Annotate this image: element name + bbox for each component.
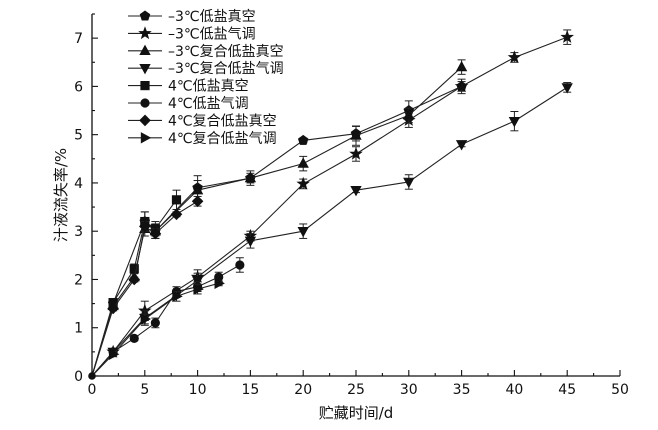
data-point: [455, 140, 468, 151]
legend-marker: [139, 10, 151, 21]
series-group: [88, 29, 574, 380]
series-2: [91, 29, 574, 377]
legend-item: –3℃复合低盐气调: [128, 60, 284, 77]
data-point: [150, 318, 160, 328]
data-point: [107, 302, 119, 315]
data-point: [244, 171, 257, 183]
legend-marker: [140, 98, 150, 108]
y-tick-label: 4: [74, 176, 83, 192]
legend-item: 4℃复合低盐真空: [128, 112, 277, 129]
legend-label: 4℃低盐真空: [168, 79, 249, 95]
y-tick-label: 3: [74, 224, 83, 240]
legend: –3℃低盐真空–3℃低盐气调–3℃复合低盐真空–3℃复合低盐气调4℃低盐真空4℃…: [128, 9, 284, 147]
data-point: [235, 260, 245, 270]
y-tick-label: 7: [74, 31, 83, 47]
data-point: [560, 30, 574, 43]
data-point: [403, 109, 415, 120]
data-point: [349, 146, 363, 160]
legend-item: –3℃低盐气调: [128, 26, 256, 42]
x-axis-title: 贮藏时间/d: [319, 404, 394, 422]
legend-label: 4℃复合低盐真空: [168, 112, 277, 129]
data-point: [403, 177, 415, 189]
data-point: [108, 348, 120, 360]
series-7: [91, 195, 204, 377]
x-tick-label: 25: [347, 382, 365, 398]
legend-marker: [140, 81, 150, 91]
series-line: [91, 86, 568, 377]
series-line: [91, 199, 177, 377]
legend-label: –3℃低盐气调: [168, 26, 256, 42]
y-axis-title: 汁液流失率/%: [52, 148, 70, 242]
series-8: [91, 277, 225, 377]
data-point: [350, 129, 362, 140]
series-line: [91, 85, 462, 377]
legend-item: –3℃复合低盐真空: [128, 43, 284, 60]
data-point: [214, 277, 225, 289]
x-tick-label: 45: [558, 382, 576, 398]
legend-item: 4℃低盐气调: [128, 96, 249, 112]
data-point: [171, 195, 182, 205]
data-point: [297, 134, 309, 145]
legend-label: 4℃复合低盐气调: [168, 130, 277, 147]
x-tick-label: 30: [400, 382, 418, 398]
legend-item: 4℃低盐真空: [128, 79, 249, 95]
legend-marker: [139, 114, 151, 127]
x-tick-label: 40: [505, 382, 523, 398]
data-point: [193, 283, 204, 295]
legend-marker: [140, 132, 152, 144]
data-point: [129, 264, 139, 274]
data-point: [129, 333, 139, 343]
series-6: [91, 257, 245, 377]
x-tick-label: 50: [611, 382, 629, 398]
legend-marker: [139, 44, 151, 55]
data-point: [172, 290, 183, 303]
data-point: [507, 50, 522, 64]
y-tick-label: 5: [74, 128, 83, 144]
x-tick-label: 0: [88, 382, 97, 398]
legend-label: –3℃复合低盐气调: [168, 60, 284, 77]
data-point: [297, 227, 309, 238]
legend-label: –3℃低盐真空: [168, 9, 256, 25]
data-point: [561, 83, 573, 94]
data-point: [508, 116, 521, 128]
y-tick-label: 1: [74, 321, 83, 337]
data-point: [350, 186, 362, 197]
data-point: [454, 79, 469, 93]
data-point: [296, 176, 310, 190]
legend-item: 4℃复合低盐气调: [128, 130, 277, 147]
legend-marker: [139, 64, 151, 75]
x-tick-label: 5: [140, 382, 149, 398]
y-tick-label: 6: [74, 79, 83, 95]
data-point: [244, 236, 257, 248]
data-point: [149, 227, 162, 240]
x-tick-label: 35: [453, 382, 471, 398]
data-point: [191, 183, 204, 195]
series-line: [91, 282, 219, 377]
legend-item: –3℃低盐真空: [128, 9, 256, 25]
data-point: [128, 273, 141, 286]
data-point: [191, 195, 204, 208]
data-point: [140, 313, 152, 325]
legend-label: –3℃复合低盐真空: [168, 43, 284, 60]
x-tick-label: 10: [189, 382, 207, 398]
data-point: [170, 208, 183, 221]
data-point: [139, 220, 151, 233]
y-tick-label: 2: [74, 272, 83, 288]
series-line: [91, 36, 568, 377]
x-tick-label: 20: [294, 382, 312, 398]
data-point: [191, 276, 204, 287]
series-4: [91, 82, 573, 377]
legend-label: 4℃低盐气调: [168, 96, 249, 112]
data-point: [455, 60, 468, 72]
legend-marker: [138, 26, 152, 40]
y-tick-label: 0: [74, 369, 83, 385]
x-tick-label: 15: [241, 382, 259, 398]
data-point: [297, 157, 309, 168]
origin-point: [88, 372, 96, 380]
